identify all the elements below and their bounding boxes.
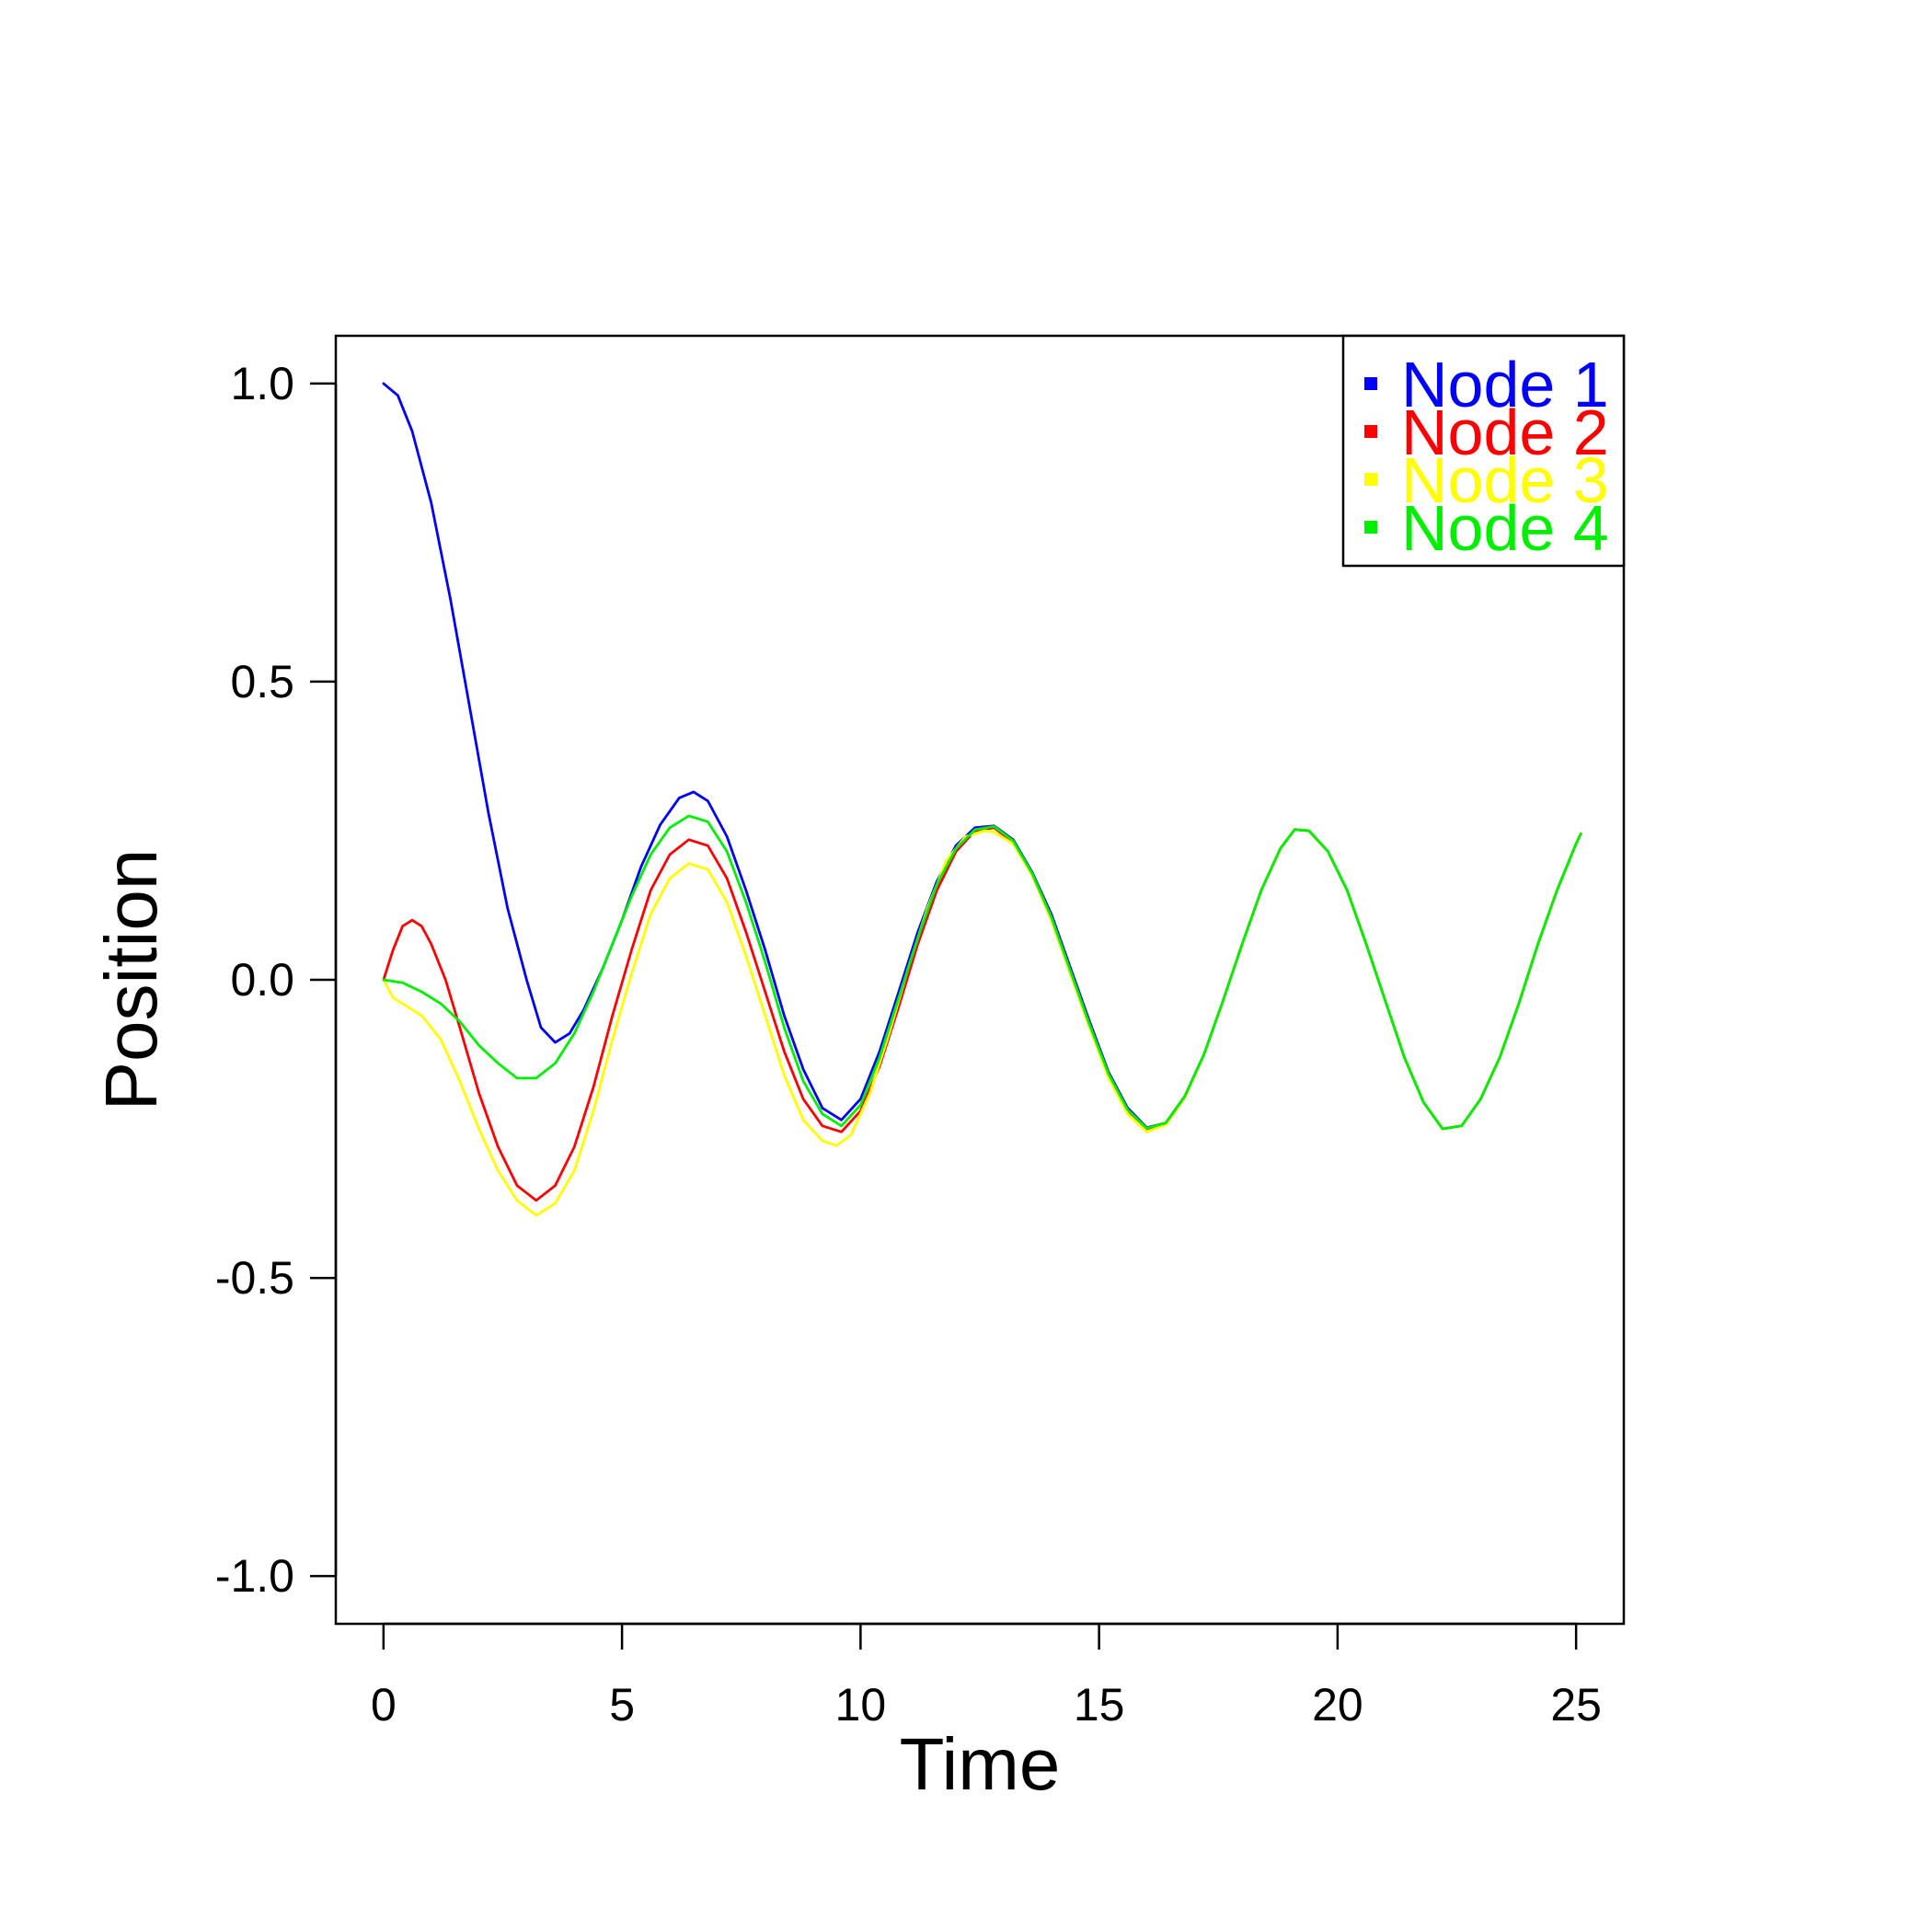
- legend-swatch-node-3: [1364, 473, 1377, 486]
- series-line-node-4: [382, 814, 1582, 1131]
- series-line-node-2: [382, 826, 1582, 1202]
- legend-label-node-1: Node 1: [1401, 349, 1609, 420]
- x-tick-label: 20: [1312, 1679, 1363, 1731]
- legend-label-node-2: Node 2: [1401, 397, 1609, 468]
- legend-swatch-node-2: [1364, 425, 1377, 438]
- x-tick-label: 5: [609, 1679, 635, 1731]
- x-axis: 0 5 10 15 20 25: [371, 1622, 1602, 1731]
- series-line-node-3: [382, 828, 1582, 1217]
- x-tick-label: 25: [1550, 1679, 1602, 1731]
- legend-swatch-node-4: [1364, 521, 1377, 534]
- x-axis-title: Time: [900, 1723, 1061, 1805]
- legend-label-node-3: Node 3: [1401, 444, 1609, 516]
- legend-swatch-node-1: [1364, 377, 1377, 390]
- y-tick-label: 0.5: [230, 656, 294, 707]
- y-tick-label: -1.0: [215, 1550, 294, 1602]
- y-axis-title: Position: [90, 849, 172, 1111]
- series-layer: [382, 382, 1582, 1217]
- y-tick-label: -0.5: [215, 1252, 294, 1304]
- x-tick-label: 10: [835, 1679, 887, 1731]
- y-axis: -1.0 -0.5 0.0 0.5 1.0: [215, 358, 338, 1602]
- legend-box: [1341, 334, 1626, 568]
- y-tick-label: 0.0: [230, 954, 294, 1006]
- x-tick-label: 15: [1074, 1679, 1125, 1731]
- x-tick-label: 0: [371, 1679, 397, 1731]
- legend-label-node-4: Node 4: [1401, 492, 1609, 564]
- y-tick-label: 1.0: [230, 358, 294, 409]
